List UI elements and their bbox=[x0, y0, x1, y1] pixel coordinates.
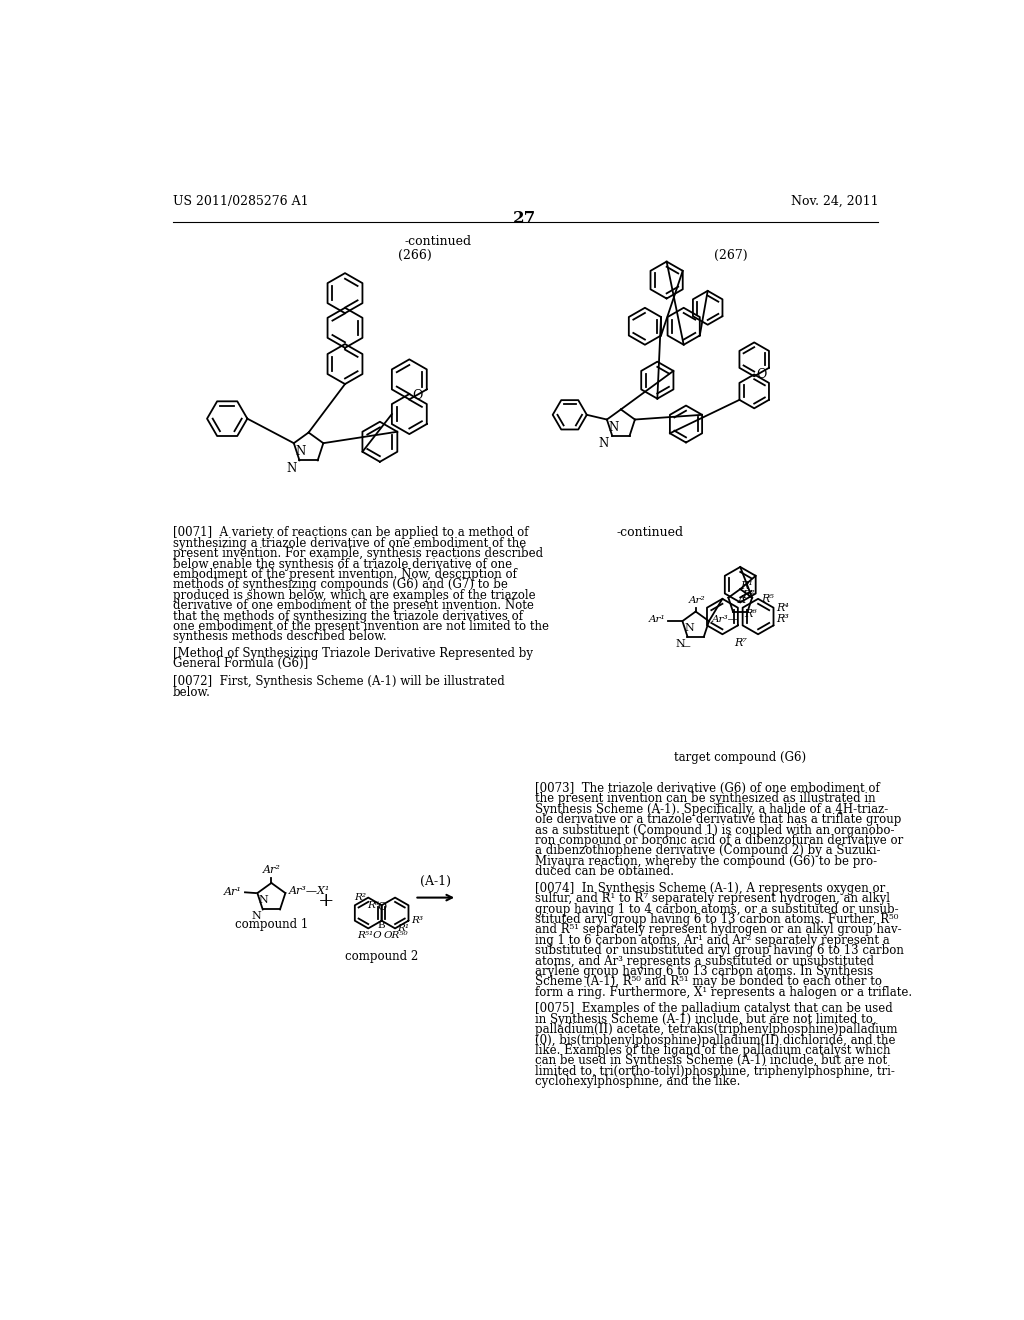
Text: below.: below. bbox=[173, 686, 211, 698]
Text: (0), bis(triphenylphosphine)palladium(II) dichloride, and the: (0), bis(triphenylphosphine)palladium(II… bbox=[535, 1034, 895, 1047]
Text: (A-1): (A-1) bbox=[420, 875, 452, 888]
Text: Ar²: Ar² bbox=[262, 866, 281, 875]
Text: below enable the synthesis of a triazole derivative of one: below enable the synthesis of a triazole… bbox=[173, 557, 512, 570]
Text: R²: R² bbox=[354, 894, 366, 902]
Text: R³: R³ bbox=[411, 916, 423, 925]
Text: —: — bbox=[680, 642, 690, 651]
Text: +: + bbox=[317, 892, 334, 911]
Text: Ar²: Ar² bbox=[689, 597, 706, 606]
Text: Ar¹: Ar¹ bbox=[224, 887, 242, 896]
Text: and R⁵¹ separately represent hydrogen or an alkyl group hav-: and R⁵¹ separately represent hydrogen or… bbox=[535, 924, 901, 936]
Text: R⁶: R⁶ bbox=[744, 610, 757, 619]
Text: synthesis methods described below.: synthesis methods described below. bbox=[173, 631, 387, 643]
Text: N: N bbox=[252, 911, 261, 921]
Text: Nov. 24, 2011: Nov. 24, 2011 bbox=[791, 194, 879, 207]
Text: methods of synthesizing compounds (G6) and (G7) to be: methods of synthesizing compounds (G6) a… bbox=[173, 578, 508, 591]
Text: [0071]  A variety of reactions can be applied to a method of: [0071] A variety of reactions can be app… bbox=[173, 527, 528, 540]
Text: [0075]  Examples of the palladium catalyst that can be used: [0075] Examples of the palladium catalys… bbox=[535, 1002, 893, 1015]
Text: limited to, tri(ortho-tolyl)phosphine, triphenylphosphine, tri-: limited to, tri(ortho-tolyl)phosphine, t… bbox=[535, 1065, 895, 1077]
Text: OR⁵⁰: OR⁵⁰ bbox=[383, 932, 408, 940]
Text: R⁴: R⁴ bbox=[776, 603, 790, 612]
Text: form a ring. Furthermore, X¹ represents a halogen or a triflate.: form a ring. Furthermore, X¹ represents … bbox=[535, 986, 912, 999]
Text: N: N bbox=[676, 639, 685, 649]
Text: -continued: -continued bbox=[404, 235, 472, 248]
Text: in Synthesis Scheme (A-1) include, but are not limited to,: in Synthesis Scheme (A-1) include, but a… bbox=[535, 1012, 877, 1026]
Text: duced can be obtained.: duced can be obtained. bbox=[535, 866, 674, 878]
Text: R³: R³ bbox=[776, 614, 790, 624]
Text: a dibenzothiophene derivative (Compound 2) by a Suzuki-: a dibenzothiophene derivative (Compound … bbox=[535, 845, 881, 858]
Text: Miyaura reaction, whereby the compound (G6) to be pro-: Miyaura reaction, whereby the compound (… bbox=[535, 855, 877, 867]
Text: ole derivative or a triazole derivative that has a triflate group: ole derivative or a triazole derivative … bbox=[535, 813, 901, 826]
Text: O: O bbox=[413, 389, 423, 403]
Text: O: O bbox=[377, 902, 386, 912]
Text: [Method of Synthesizing Triazole Derivative Represented by: [Method of Synthesizing Triazole Derivat… bbox=[173, 647, 532, 660]
Text: R¹: R¹ bbox=[397, 924, 410, 933]
Text: N: N bbox=[259, 895, 268, 904]
Text: General Formula (G6)]: General Formula (G6)] bbox=[173, 657, 308, 671]
Text: N: N bbox=[295, 445, 305, 458]
Text: sulfur, and R¹ to R⁷ separately represent hydrogen, an alkyl: sulfur, and R¹ to R⁷ separately represen… bbox=[535, 892, 890, 906]
Text: Ar³—: Ar³— bbox=[712, 615, 739, 624]
Text: Scheme (A-1), R⁵⁰ and R⁵¹ may be bonded to each other to: Scheme (A-1), R⁵⁰ and R⁵¹ may be bonded … bbox=[535, 975, 882, 989]
Text: target compound (G6): target compound (G6) bbox=[674, 751, 806, 764]
Text: 27: 27 bbox=[513, 210, 537, 227]
Text: R⁵: R⁵ bbox=[761, 594, 774, 603]
Text: group having 1 to 4 carbon atoms, or a substituted or unsub-: group having 1 to 4 carbon atoms, or a s… bbox=[535, 903, 898, 916]
Text: N: N bbox=[684, 623, 693, 634]
Text: ron compound or boronic acid of a dibenzofuran derivative or: ron compound or boronic acid of a dibenz… bbox=[535, 834, 903, 847]
Text: B: B bbox=[378, 921, 386, 929]
Text: cyclohexylphosphine, and the like.: cyclohexylphosphine, and the like. bbox=[535, 1074, 740, 1088]
Text: compound 1: compound 1 bbox=[234, 919, 308, 932]
Text: Synthesis Scheme (A-1). Specifically, a halide of a 4H-triaz-: Synthesis Scheme (A-1). Specifically, a … bbox=[535, 803, 888, 816]
Text: R⁷: R⁷ bbox=[734, 638, 746, 648]
Text: palladium(II) acetate, tetrakis(triphenylphosphine)palladium: palladium(II) acetate, tetrakis(tripheny… bbox=[535, 1023, 897, 1036]
Text: embodiment of the present invention. Now, description of: embodiment of the present invention. Now… bbox=[173, 568, 517, 581]
Text: Ar¹: Ar¹ bbox=[649, 615, 666, 624]
Text: compound 2: compound 2 bbox=[345, 950, 419, 964]
Text: atoms, and Ar³ represents a substituted or unsubstituted: atoms, and Ar³ represents a substituted … bbox=[535, 954, 873, 968]
Text: one embodiment of the present invention are not limited to the: one embodiment of the present invention … bbox=[173, 620, 549, 634]
Text: as a substituent (Compound 1) is coupled with an organobo-: as a substituent (Compound 1) is coupled… bbox=[535, 824, 894, 837]
Text: (266): (266) bbox=[398, 248, 432, 261]
Text: [0072]  First, Synthesis Scheme (A-1) will be illustrated: [0072] First, Synthesis Scheme (A-1) wil… bbox=[173, 676, 505, 689]
Text: derivative of one embodiment of the present invention. Note: derivative of one embodiment of the pres… bbox=[173, 599, 534, 612]
Text: [0074]  In Synthesis Scheme (A-1), A represents oxygen or: [0074] In Synthesis Scheme (A-1), A repr… bbox=[535, 882, 885, 895]
Text: US 2011/0285276 A1: US 2011/0285276 A1 bbox=[173, 194, 308, 207]
Text: N: N bbox=[286, 462, 296, 475]
Text: -continued: -continued bbox=[616, 527, 683, 540]
Text: can be used in Synthesis Scheme (A-1) include, but are not: can be used in Synthesis Scheme (A-1) in… bbox=[535, 1055, 887, 1068]
Text: arylene group having 6 to 13 carbon atoms. In Synthesis: arylene group having 6 to 13 carbon atom… bbox=[535, 965, 873, 978]
Text: that the methods of synthesizing the triazole derivatives of: that the methods of synthesizing the tri… bbox=[173, 610, 523, 623]
Text: [0073]  The triazole derivative (G6) of one embodiment of: [0073] The triazole derivative (G6) of o… bbox=[535, 781, 880, 795]
Text: O: O bbox=[757, 368, 767, 381]
Text: like. Examples of the ligand of the palladium catalyst which: like. Examples of the ligand of the pall… bbox=[535, 1044, 891, 1057]
Text: R⁶: R⁶ bbox=[368, 900, 379, 909]
Text: N: N bbox=[599, 437, 609, 450]
Text: (267): (267) bbox=[715, 248, 748, 261]
Text: stituted aryl group having 6 to 13 carbon atoms. Further, R⁵⁰: stituted aryl group having 6 to 13 carbo… bbox=[535, 913, 898, 927]
Text: R¹: R¹ bbox=[740, 581, 754, 591]
Text: substituted or unsubstituted aryl group having 6 to 13 carbon: substituted or unsubstituted aryl group … bbox=[535, 944, 904, 957]
Text: ing 1 to 6 carbon atoms, Ar¹ and Ar² separately represent a: ing 1 to 6 carbon atoms, Ar¹ and Ar² sep… bbox=[535, 933, 890, 946]
Text: N: N bbox=[608, 421, 618, 434]
Text: R⁵¹O: R⁵¹O bbox=[357, 932, 382, 940]
Text: present invention. For example, synthesis reactions described: present invention. For example, synthesi… bbox=[173, 548, 543, 560]
Text: synthesizing a triazole derivative of one embodiment of the: synthesizing a triazole derivative of on… bbox=[173, 537, 526, 550]
Text: the present invention can be synthesized as illustrated in: the present invention can be synthesized… bbox=[535, 792, 876, 805]
Text: Ar³—X¹: Ar³—X¹ bbox=[289, 886, 330, 896]
Text: R²: R² bbox=[742, 590, 756, 601]
Text: produced is shown below, which are examples of the triazole: produced is shown below, which are examp… bbox=[173, 589, 536, 602]
Text: A: A bbox=[738, 595, 745, 605]
